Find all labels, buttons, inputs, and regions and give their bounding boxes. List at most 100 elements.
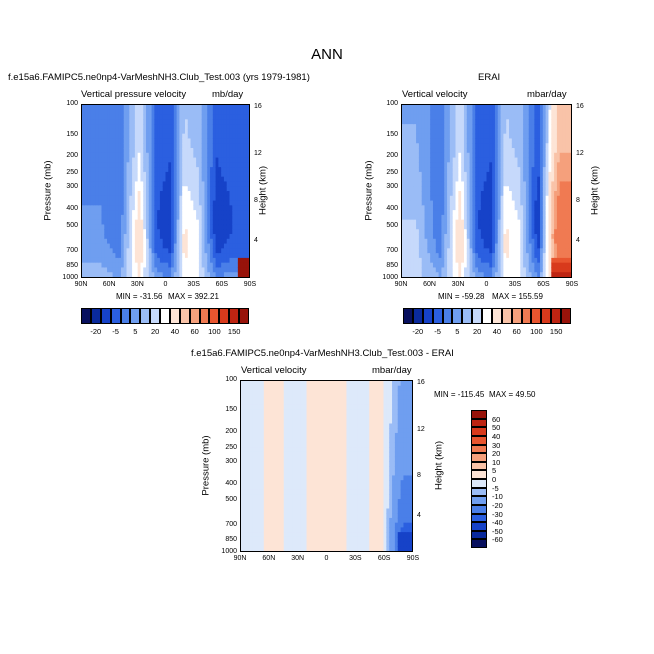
heatmap-cell [146, 109, 150, 116]
heatmap-cell [223, 248, 228, 254]
heatmap-cell [551, 109, 555, 116]
heatmap-cell [218, 229, 222, 235]
heatmap-cell [421, 143, 426, 149]
heatmap-cell [402, 205, 406, 211]
heatmap-cell [548, 267, 552, 273]
heatmap-cell [480, 219, 485, 226]
heatmap-cell [252, 395, 256, 401]
heatmap-cell [542, 272, 547, 277]
heatmap-cell [283, 404, 288, 410]
heatmap-cell [134, 109, 139, 116]
heatmap-cell [140, 210, 144, 216]
heatmap-cell [146, 219, 150, 226]
heatmap-cell [212, 253, 217, 259]
heatmap-cell [463, 128, 468, 135]
heatmap-cell [568, 171, 571, 178]
heatmap-cell [255, 447, 259, 453]
heatmap-cell [134, 219, 139, 226]
heatmap-cell [565, 253, 569, 259]
heatmap-cell [503, 257, 507, 264]
heatmap-cell [452, 124, 457, 130]
heatmap-cell [568, 143, 571, 149]
heatmap-cell [165, 105, 169, 111]
heatmap-cell [260, 522, 265, 528]
heatmap-cell [140, 162, 144, 168]
heatmap-cell [520, 243, 524, 249]
heatmap-cell [140, 238, 144, 245]
heatmap-cell [514, 205, 519, 211]
heatmap-cell [215, 219, 219, 226]
colorbar-swatch [81, 308, 91, 324]
heatmap-cell [146, 128, 150, 135]
heatmap-cell [404, 171, 409, 178]
heatmap-cell [82, 248, 86, 254]
heatmap-cell [159, 205, 164, 211]
heatmap-cell [240, 128, 245, 135]
heatmap-cell [545, 214, 550, 221]
heatmap-cell [249, 513, 253, 519]
heatmap-cell [171, 219, 175, 226]
heatmap-cell [497, 105, 502, 111]
heatmap-cell [207, 181, 211, 187]
heatmap-cell [444, 176, 448, 183]
heatmap-cell [235, 210, 239, 216]
heatmap-cell [458, 195, 462, 202]
heatmap-cell [514, 238, 519, 245]
heatmap-cell [229, 224, 233, 230]
heatmap-cell [497, 205, 502, 211]
heatmap-cell [229, 119, 233, 125]
heatmap-cell [427, 253, 431, 259]
heatmap-cell [107, 224, 111, 230]
heatmap-cell [500, 162, 504, 168]
heatmap-cell [243, 489, 248, 495]
heatmap-cell [478, 167, 482, 173]
heatmap-cell [534, 143, 538, 149]
heatmap-cell [475, 248, 479, 254]
heatmap-cell [159, 214, 164, 221]
heatmap-cell [112, 257, 116, 264]
heatmap-cell [193, 157, 197, 163]
heatmap-cell [148, 105, 153, 111]
heatmap-cell [210, 152, 214, 159]
heatmap-cell [534, 181, 538, 187]
heatmap-cell [137, 200, 142, 206]
heatmap-cell [235, 148, 239, 154]
heatmap-cell [151, 181, 155, 187]
heatmap-cell [441, 243, 445, 249]
heatmap-cell [432, 253, 437, 259]
heatmap-cell [176, 257, 181, 264]
heatmap-cell [196, 248, 200, 254]
heatmap-cell [182, 262, 186, 269]
heatmap-cell [93, 210, 97, 216]
x-tick-label: 30S [187, 281, 200, 288]
heatmap-cell [463, 253, 468, 259]
heatmap-cell [82, 176, 86, 183]
heatmap-cell [210, 214, 214, 221]
heatmap-cell [140, 143, 144, 149]
heatmap-cell [240, 148, 245, 154]
heatmap-cell [241, 418, 245, 425]
heatmap-cell [540, 143, 544, 149]
heatmap-cell [215, 128, 219, 135]
heatmap-cell [486, 229, 490, 235]
heatmap-cell [475, 157, 479, 163]
heatmap-cell [424, 267, 428, 273]
heatmap-cell [243, 522, 248, 528]
heatmap-cell [441, 253, 445, 259]
heatmap-cell [126, 186, 130, 192]
heatmap-cell [466, 224, 471, 230]
heatmap-cell [562, 152, 566, 159]
heatmap-cell [483, 186, 488, 192]
heatmap-cell [430, 243, 434, 249]
heatmap-cell [500, 157, 504, 163]
heatmap-cell [528, 253, 533, 259]
heatmap-cell [193, 243, 197, 249]
heatmap-cell [237, 262, 242, 269]
heatmap-cell [143, 238, 147, 245]
heatmap-cell [162, 253, 167, 259]
heatmap-cell [134, 229, 139, 235]
heatmap-cell [568, 119, 571, 125]
heatmap-cell [255, 546, 259, 551]
heatmap-cell [418, 167, 423, 173]
heatmap-cell [120, 109, 125, 116]
